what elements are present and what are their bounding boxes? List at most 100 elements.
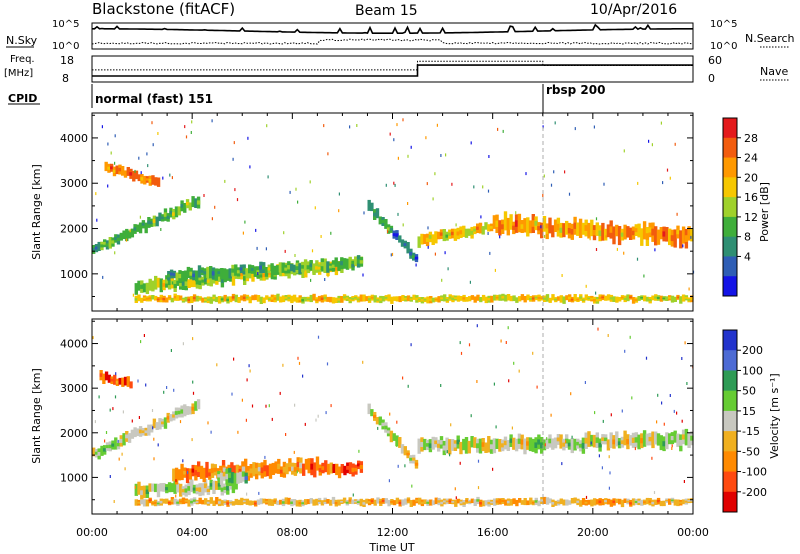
- data-cell: [151, 483, 155, 492]
- data-cell: [459, 296, 463, 301]
- data-cell: [129, 172, 133, 176]
- data-cell: [690, 228, 694, 242]
- scatter-point: [468, 343, 471, 347]
- data-cell: [191, 406, 195, 411]
- data-cell: [509, 295, 513, 302]
- data-cell: [434, 231, 438, 244]
- data-cell: [431, 436, 435, 450]
- data-cell: [362, 502, 366, 505]
- scatter-point: [662, 181, 664, 185]
- data-cell: [498, 294, 502, 301]
- scatter-point: [236, 198, 239, 202]
- data-cell: [428, 443, 433, 448]
- data-cell: [125, 434, 129, 439]
- nsky-tick-high: 10^5: [52, 19, 79, 30]
- data-cell: [601, 222, 605, 241]
- data-cell: [231, 273, 236, 286]
- scatter-point: [589, 237, 591, 241]
- data-cell: [490, 501, 494, 504]
- data-cell: [598, 296, 602, 299]
- y-tick-label: 2000: [60, 223, 88, 236]
- data-cell: [615, 296, 619, 303]
- data-cell: [556, 501, 561, 504]
- scatter-point: [663, 422, 665, 426]
- freq-label: Freq.: [10, 54, 35, 65]
- data-cell: [175, 272, 179, 281]
- data-cell: [445, 298, 450, 301]
- data-cell: [295, 297, 300, 303]
- data-cell: [217, 501, 222, 504]
- scatter-point: [683, 480, 685, 483]
- scatter-point: [109, 408, 111, 412]
- velocity-colorbar-label: Velocity [m s⁻¹]: [768, 373, 781, 458]
- data-cell: [681, 434, 686, 440]
- scatter-point: [441, 278, 443, 282]
- data-cell: [354, 296, 358, 299]
- data-cell: [184, 488, 188, 493]
- scatter-point: [440, 154, 442, 157]
- data-cell: [337, 499, 341, 506]
- scatter-point: [157, 132, 159, 135]
- data-cell: [239, 471, 243, 483]
- data-cell: [512, 498, 516, 505]
- data-cell: [287, 265, 291, 270]
- colorbar-tick-label: -50: [742, 445, 760, 458]
- data-cell: [562, 499, 566, 506]
- nsearch-tick-low: 10^0: [710, 41, 737, 52]
- data-cell: [515, 297, 519, 303]
- data-cell: [537, 226, 541, 231]
- colorbar-segment: [723, 118, 737, 139]
- data-cell: [230, 472, 235, 484]
- scatter-point: [330, 231, 332, 235]
- data-cell: [209, 483, 213, 487]
- data-cell: [634, 299, 639, 301]
- scatter-point: [450, 423, 452, 427]
- scatter-point: [637, 181, 639, 185]
- scatter-point: [631, 396, 633, 400]
- scatter-point: [114, 395, 117, 399]
- data-cell: [414, 256, 419, 260]
- data-cell: [132, 170, 136, 182]
- colorbar-segment: [723, 256, 737, 277]
- data-cell: [104, 161, 108, 172]
- data-cell: [203, 483, 208, 489]
- data-cell: [337, 466, 342, 479]
- data-cell: [665, 432, 669, 450]
- data-cell: [443, 500, 447, 503]
- scatter-point: [402, 376, 404, 380]
- data-cell: [367, 298, 372, 301]
- scatter-point: [574, 127, 576, 131]
- data-cell: [548, 438, 552, 444]
- scatter-point: [445, 153, 447, 157]
- data-cell: [348, 256, 352, 269]
- scatter-point: [603, 182, 605, 186]
- data-cell: [623, 297, 627, 300]
- data-cell: [406, 242, 410, 254]
- data-cell: [287, 497, 291, 505]
- data-cell: [306, 298, 311, 301]
- data-cell: [570, 438, 574, 454]
- data-cell: [670, 295, 675, 303]
- data-cell: [156, 277, 161, 288]
- data-cell: [302, 463, 306, 476]
- scatter-point: [117, 439, 119, 443]
- data-cell: [320, 500, 325, 506]
- scatter-point: [182, 342, 184, 346]
- data-cell: [487, 224, 491, 232]
- scatter-point: [279, 391, 281, 395]
- scatter-point: [317, 335, 320, 339]
- scatter-point: [145, 383, 147, 387]
- scatter-point: [459, 341, 461, 345]
- data-cell: [312, 263, 316, 274]
- data-cell: [140, 177, 144, 181]
- scatter-point: [610, 413, 612, 417]
- data-cell: [217, 483, 222, 487]
- data-cell: [126, 376, 130, 387]
- scatter-point: [546, 437, 548, 441]
- data-cell: [623, 430, 627, 446]
- data-cell: [537, 439, 541, 445]
- data-cell: [540, 222, 544, 239]
- data-cell: [445, 437, 449, 454]
- data-cell: [180, 463, 184, 481]
- data-cell: [654, 226, 658, 246]
